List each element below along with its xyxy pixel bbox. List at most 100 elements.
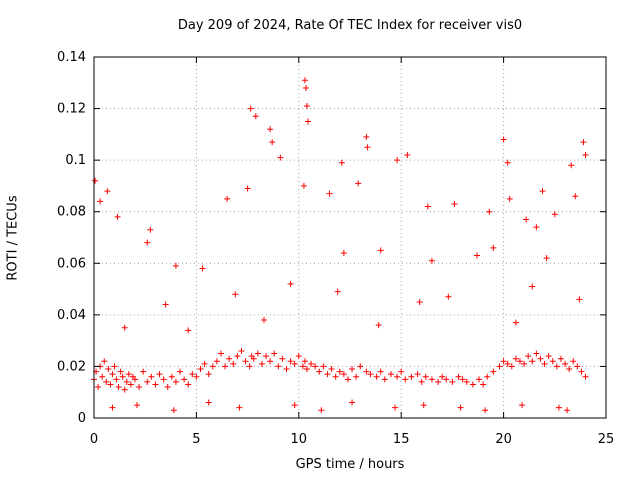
data-point xyxy=(363,368,370,375)
data-point xyxy=(287,280,294,287)
data-point xyxy=(340,249,347,256)
y-tick-label: 0.08 xyxy=(57,205,86,220)
data-point xyxy=(226,355,233,362)
data-point xyxy=(172,262,179,269)
data-point xyxy=(519,402,526,409)
data-point xyxy=(144,239,151,246)
data-point xyxy=(439,373,446,380)
data-point xyxy=(570,358,577,365)
data-point xyxy=(484,373,491,380)
data-point xyxy=(148,373,155,380)
data-point xyxy=(416,298,423,305)
data-point xyxy=(480,381,487,388)
data-point xyxy=(193,373,200,380)
data-point xyxy=(123,378,130,385)
data-point xyxy=(156,371,163,378)
grid xyxy=(94,57,606,418)
data-point xyxy=(324,371,331,378)
data-point xyxy=(521,360,528,367)
data-point xyxy=(557,355,564,362)
data-point xyxy=(114,213,121,220)
y-tick-label: 0.04 xyxy=(57,308,86,323)
data-point xyxy=(525,353,532,360)
data-point xyxy=(496,363,503,370)
data-point xyxy=(394,373,401,380)
data-point xyxy=(144,378,151,385)
data-point xyxy=(523,216,530,223)
data-point xyxy=(353,373,360,380)
data-point xyxy=(564,407,571,414)
data-point xyxy=(105,366,112,373)
data-point xyxy=(418,378,425,385)
data-point xyxy=(504,360,511,367)
data-point xyxy=(473,252,480,259)
data-point xyxy=(566,366,573,373)
data-point xyxy=(500,358,507,365)
data-point xyxy=(349,366,356,373)
data-point xyxy=(300,182,307,189)
data-point xyxy=(303,102,310,109)
data-point xyxy=(164,384,171,391)
data-point xyxy=(244,185,251,192)
data-point xyxy=(344,376,351,383)
data-point xyxy=(109,404,116,411)
data-point xyxy=(177,368,184,375)
data-point xyxy=(92,177,99,184)
data-point xyxy=(414,371,421,378)
data-point xyxy=(271,350,278,357)
data-point xyxy=(205,399,212,406)
data-point xyxy=(349,399,356,406)
data-point xyxy=(252,113,259,120)
data-point xyxy=(320,363,327,370)
data-point xyxy=(279,355,286,362)
data-point xyxy=(555,404,562,411)
data-point xyxy=(549,358,556,365)
data-point xyxy=(250,355,257,362)
data-point xyxy=(209,363,216,370)
y-tick-label: 0.14 xyxy=(57,50,86,65)
y-tick-label: 0.02 xyxy=(57,359,86,374)
data-point xyxy=(363,133,370,140)
data-point xyxy=(224,195,231,202)
data-point xyxy=(482,407,489,414)
data-point xyxy=(117,368,124,375)
data-point xyxy=(234,353,241,360)
data-point xyxy=(463,378,470,385)
data-point xyxy=(213,358,220,365)
data-point xyxy=(340,371,347,378)
data-point xyxy=(512,319,519,326)
data-point xyxy=(338,159,345,166)
x-tick-label: 25 xyxy=(598,432,615,447)
data-point xyxy=(543,255,550,262)
data-points xyxy=(91,77,589,414)
data-point xyxy=(326,190,333,197)
data-point xyxy=(428,376,435,383)
data-point xyxy=(449,378,456,385)
data-point xyxy=(308,360,315,367)
data-point xyxy=(355,180,362,187)
data-point xyxy=(147,226,154,233)
data-point xyxy=(140,368,147,375)
data-point xyxy=(119,373,126,380)
data-point xyxy=(455,373,462,380)
data-point xyxy=(236,404,243,411)
data-point xyxy=(582,373,589,380)
data-point xyxy=(404,151,411,158)
data-point xyxy=(95,384,102,391)
data-point xyxy=(574,363,581,370)
plot-frame xyxy=(93,56,607,419)
data-point xyxy=(287,358,294,365)
data-point xyxy=(398,368,405,375)
data-point xyxy=(189,371,196,378)
data-point xyxy=(424,203,431,210)
data-point xyxy=(582,151,589,158)
data-point xyxy=(104,188,111,195)
data-point xyxy=(217,350,224,357)
data-point xyxy=(247,105,254,112)
data-point xyxy=(113,376,120,383)
data-point xyxy=(107,381,114,388)
data-point xyxy=(254,350,261,357)
data-point xyxy=(109,371,116,378)
axis-ticks: 0 0.02 0.04 0.06 0.08 0.1 0.12 0.14 0 5 10 15 20 25 xyxy=(57,50,614,447)
